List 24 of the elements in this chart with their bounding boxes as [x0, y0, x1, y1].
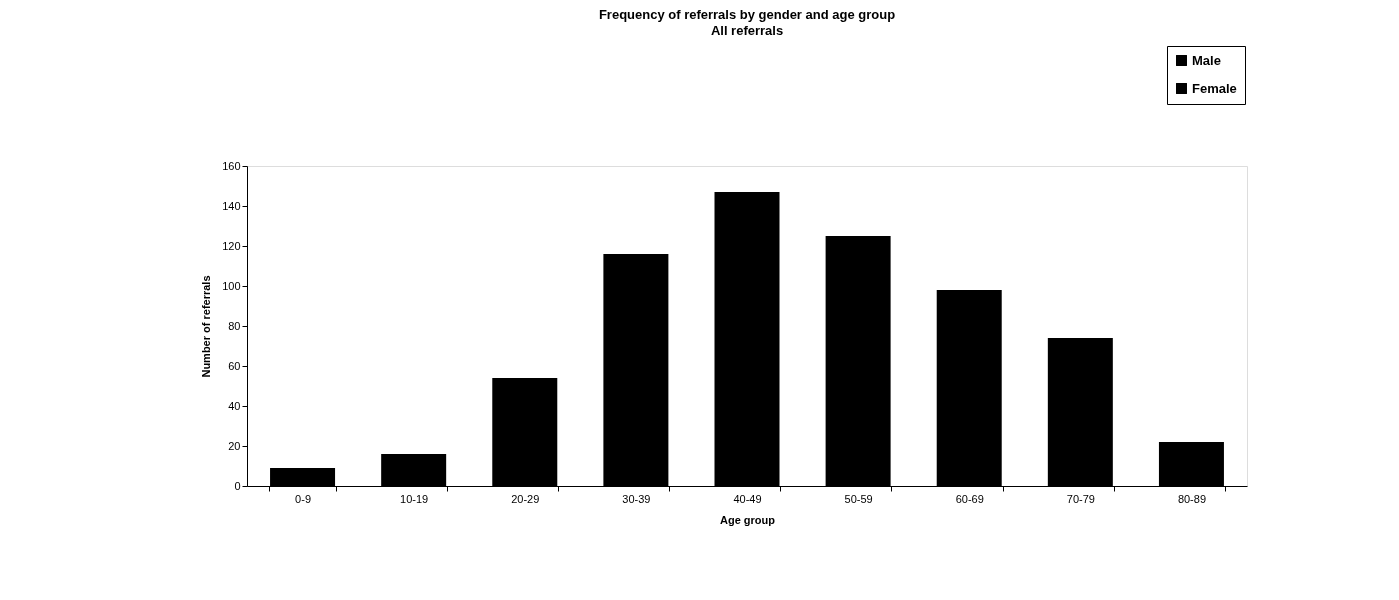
x-axis-title: Age group	[720, 513, 776, 526]
x-tick-label: 20-29	[511, 492, 540, 505]
x-tick-label: 80-89	[1177, 492, 1207, 505]
y-axis-title: Number of referrals	[200, 275, 213, 378]
x-tick-label: 70-79	[1066, 492, 1095, 505]
x-tick-label: 40-49	[733, 492, 762, 505]
y-tick-label: 60	[228, 359, 241, 372]
y-tick-label: 100	[222, 279, 241, 292]
chart-subtitle: All referrals	[710, 22, 784, 38]
y-tick-label: 80	[228, 319, 241, 332]
x-tick-label: 30-39	[622, 492, 651, 505]
y-tick-label: 0	[234, 479, 241, 492]
y-tick-label: 20	[228, 439, 241, 452]
y-tick-label: 40	[228, 399, 241, 412]
x-tick-label: 0-9	[295, 492, 312, 505]
x-tick-label: 50-59	[844, 492, 873, 505]
legend-label: Male	[1192, 52, 1221, 68]
y-tick-label: 160	[222, 159, 241, 172]
legend-label: Female	[1192, 80, 1237, 96]
y-tick-label: 140	[222, 199, 241, 212]
x-tick-label: 60-69	[955, 492, 984, 505]
chart-title: Frequency of referrals by gender and age group	[598, 6, 896, 22]
x-tick-label: 10-19	[400, 492, 429, 505]
y-tick-label: 120	[222, 239, 241, 252]
